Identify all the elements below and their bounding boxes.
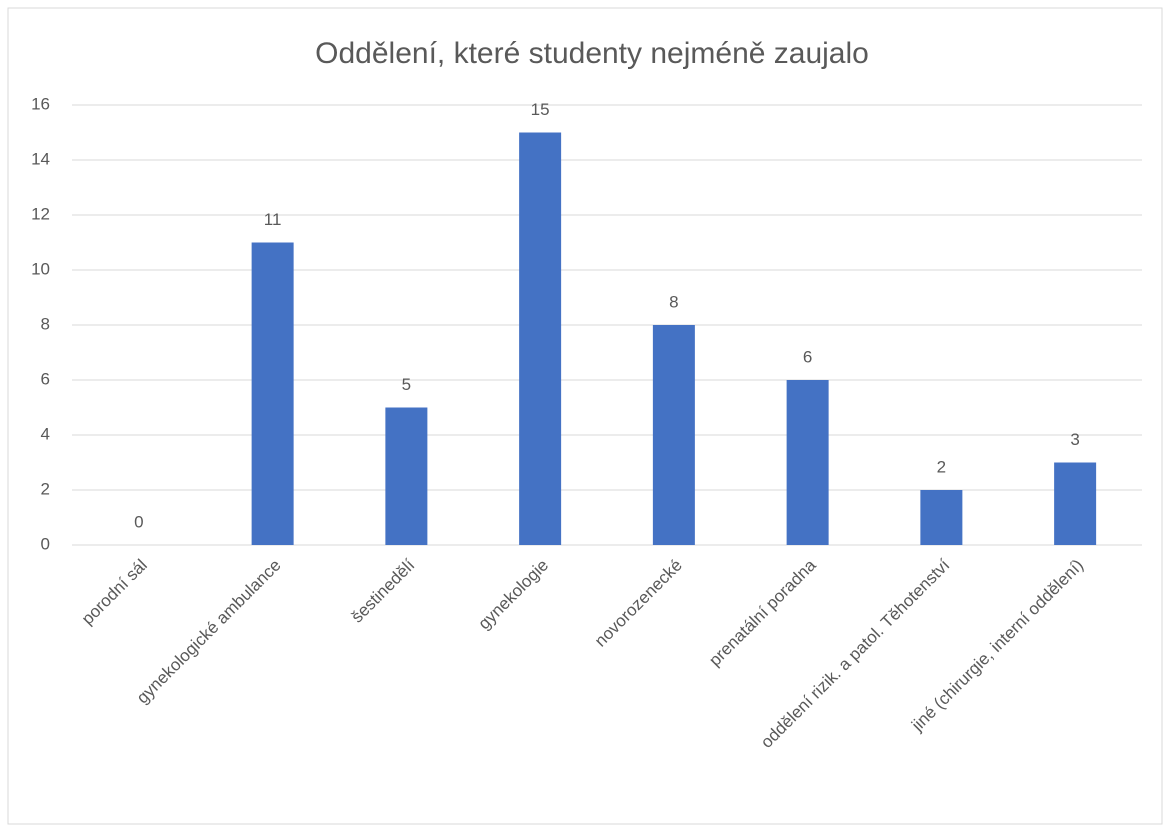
data-label: 6 <box>803 347 812 366</box>
bar <box>251 242 294 545</box>
bar <box>920 490 963 545</box>
y-tick-label: 16 <box>31 94 50 113</box>
data-label: 8 <box>669 292 678 311</box>
data-label: 0 <box>134 512 143 531</box>
bar <box>652 325 695 545</box>
data-label: 5 <box>402 375 411 394</box>
y-tick-label: 14 <box>31 149 50 168</box>
y-tick-label: 6 <box>41 369 50 388</box>
bar <box>1054 462 1097 545</box>
y-tick-label: 0 <box>41 534 50 553</box>
y-tick-label: 4 <box>41 424 50 443</box>
bar <box>786 380 829 545</box>
data-label: 3 <box>1070 430 1079 449</box>
data-label: 2 <box>937 457 946 476</box>
y-tick-label: 12 <box>31 204 50 223</box>
chart-title: Oddělení, které studenty nejméně zaujalo <box>315 37 869 70</box>
data-label: 15 <box>531 100 550 119</box>
y-tick-label: 8 <box>41 314 50 333</box>
bar <box>519 132 562 545</box>
bar <box>385 407 428 545</box>
data-label: 11 <box>264 210 282 229</box>
chart-border <box>7 7 1163 825</box>
y-tick-label: 2 <box>41 479 50 498</box>
y-tick-label: 10 <box>31 259 50 278</box>
